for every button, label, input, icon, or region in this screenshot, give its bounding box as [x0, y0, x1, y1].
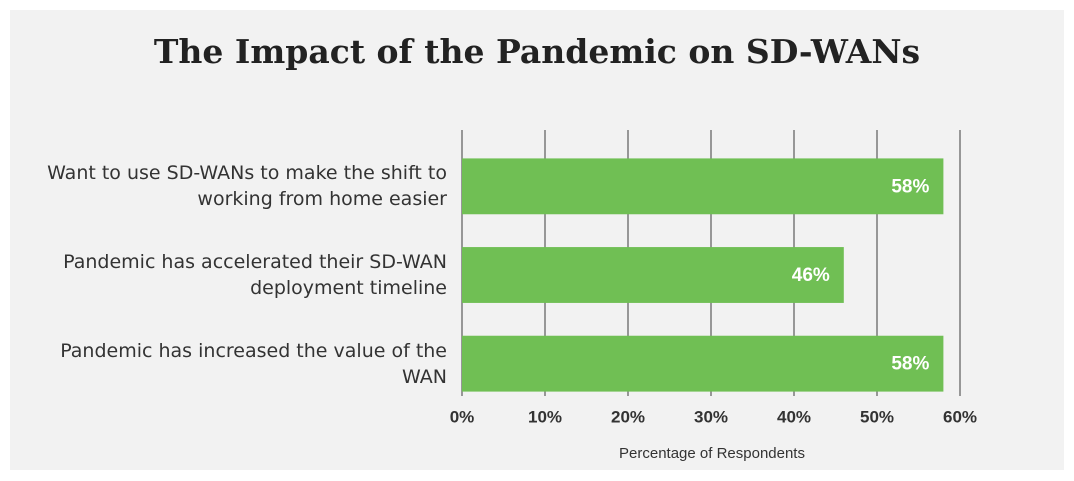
x-tick-label: 30%	[694, 407, 728, 426]
x-tick-label: 60%	[943, 407, 977, 426]
y-tick-label: Pandemic has increased the value of the …	[60, 339, 447, 388]
x-axis-label: Percentage of Respondents	[619, 445, 805, 462]
bar	[462, 158, 944, 215]
x-tick-label: 0%	[450, 407, 475, 426]
x-tick-label: 40%	[777, 407, 811, 426]
x-tick-label: 20%	[611, 407, 645, 426]
bar	[462, 247, 844, 303]
data-label: 46%	[792, 265, 830, 286]
x-tick-label: 50%	[860, 407, 894, 426]
background	[10, 10, 1064, 470]
y-tick-label: Pandemic has accelerated their SD-WAN de…	[63, 251, 447, 299]
data-label: 58%	[891, 354, 929, 375]
bar	[462, 335, 944, 392]
chart-title: The Impact of the Pandemic on SD-WANs	[154, 32, 920, 71]
y-tick-label: Want to use SD-WANs to make the shift to…	[47, 162, 447, 211]
x-tick-label: 10%	[528, 407, 562, 426]
data-label: 58%	[891, 176, 929, 197]
